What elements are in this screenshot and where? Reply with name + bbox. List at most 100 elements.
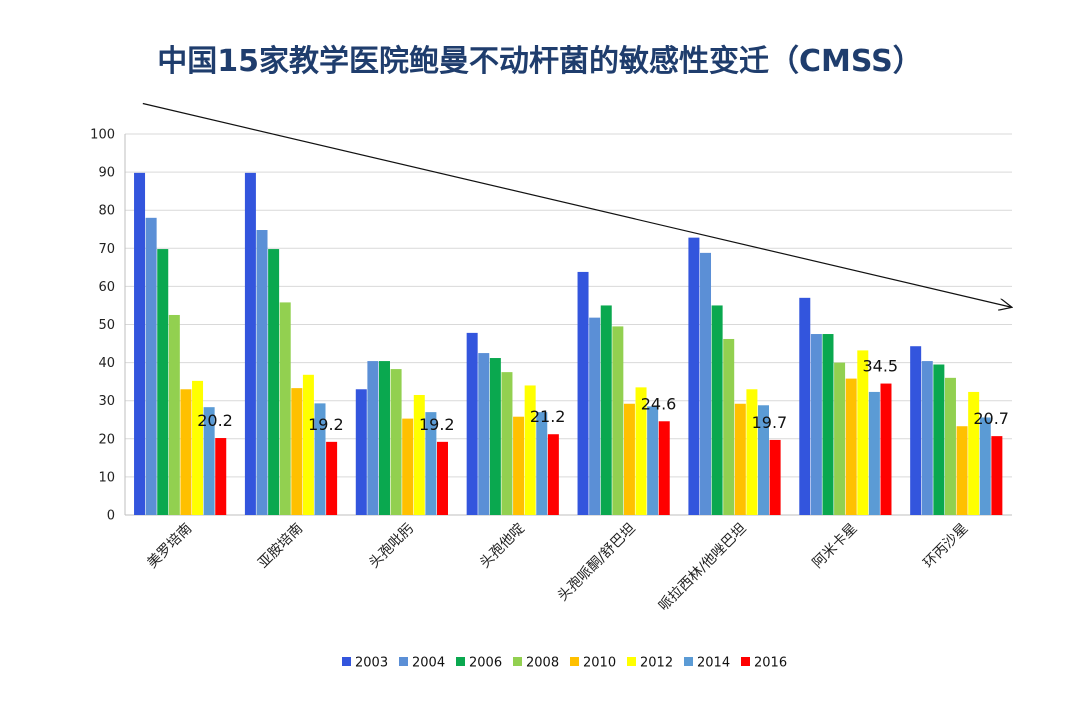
x-tick-label: 头孢他啶 [477,521,528,572]
x-tick-label: 头孢哌酮/舒巴坦 [554,520,639,605]
bar-2008-5 [612,326,624,515]
y-axis-tick-labels: 0 10 20 30 40 50 60 70 80 90 100 [90,128,115,524]
bar-2016-2 [326,441,338,515]
bar-2012-7 [857,350,869,515]
bar-2014-1 [203,407,215,515]
y-tick-label: 50 [98,318,115,333]
legend-swatch-2016 [741,657,750,666]
bar-2004-5 [589,317,601,515]
bar-2014-2 [314,403,326,515]
bar-2004-6 [700,252,712,515]
bar-2016-8 [991,436,1003,515]
bar-2012-1 [192,380,204,515]
legend-swatch-2004 [399,657,408,666]
y-tick-label: 70 [98,242,115,257]
data-labels: 20.2 19.2 19.2 21.2 24.6 19.7 34.5 20.7 [197,357,1009,434]
bar-2012-4 [524,385,536,515]
legend-label: 2003 [355,656,388,671]
bar-2003-5 [577,271,589,515]
y-tick-label: 10 [98,470,115,485]
bar-2006-7 [822,334,834,515]
bar-2016-1 [215,438,227,515]
bar-2004-8 [921,361,933,515]
legend-swatch-2006 [456,657,465,666]
bar-2004-7 [810,334,822,515]
bar-2003-4 [466,332,478,515]
x-tick-label: 环丙沙星 [920,521,971,572]
bar-2004-2 [256,230,268,515]
bar-2010-5 [623,403,635,515]
bar-2006-5 [600,305,612,515]
bar-2003-8 [910,346,922,515]
bar-2003-2 [244,172,256,515]
bar-2004-4 [478,353,490,515]
legend-label: 2006 [469,656,502,671]
bar-2006-6 [711,305,723,515]
y-tick-label: 40 [98,356,115,371]
legend-swatch-2014 [684,657,693,666]
bar-2014-8 [979,417,991,515]
x-tick-label: 亚胺培南 [255,521,306,572]
data-label: 24.6 [641,394,677,413]
bar-2014-7 [868,391,880,515]
bar-2003-7 [799,297,811,515]
bar-2006-3 [378,361,390,515]
bar-2012-5 [635,387,647,515]
legend-label: 2016 [754,656,787,671]
bar-2010-8 [956,426,968,515]
bar-2006-2 [268,249,280,515]
bar-2016-7 [880,383,892,515]
y-tick-label: 60 [98,280,115,295]
bar-2014-4 [536,412,548,515]
data-label: 20.2 [197,411,233,430]
x-axis-category-labels: 美罗培南 亚胺培南 头孢吡肟 头孢他啶 头孢哌酮/舒巴坦 哌拉西林/他唑巴坦 阿米卡星 环丙沙… [144,520,971,615]
bar-2008-1 [168,314,180,515]
x-tick-label: 阿米卡星 [810,521,861,572]
bar-2006-1 [157,249,169,515]
data-label: 34.5 [862,357,898,376]
legend-swatch-2003 [342,657,351,666]
bar-2006-4 [489,358,501,515]
bar-2012-3 [413,394,425,515]
bar-2016-3 [436,441,448,515]
bar-2010-7 [845,378,857,515]
bar-2003-3 [355,389,367,515]
data-label: 19.2 [308,415,344,434]
bar-2012-8 [968,391,980,515]
x-tick-label: 头孢吡肟 [366,521,417,572]
bar-2008-6 [723,338,735,515]
y-tick-label: 30 [98,394,115,409]
legend-label: 2010 [583,656,616,671]
bar-2010-6 [734,403,746,515]
y-tick-label: 80 [98,204,115,219]
bar-2016-4 [547,434,559,515]
bar-2014-6 [758,405,770,515]
legend-label: 2008 [526,656,559,671]
bar-2008-8 [944,377,956,515]
y-tick-label: 100 [90,128,115,143]
bar-2016-6 [769,439,781,515]
y-tick-label: 90 [98,166,115,181]
data-label: 19.2 [419,415,455,434]
bar-2010-2 [291,388,303,515]
legend-swatch-2010 [570,657,579,666]
bar-2010-1 [180,389,192,515]
bar-2008-2 [279,302,291,515]
bar-2012-2 [302,374,314,515]
legend-swatch-2012 [627,657,636,666]
legend-label: 2012 [640,656,673,671]
bar-2016-5 [658,421,670,515]
bar-2010-3 [402,418,414,515]
legend-swatch-2008 [513,657,522,666]
legend: 2003 2004 2006 2008 2010 2012 2014 2016 [342,656,787,671]
bar-2008-3 [390,369,402,515]
y-tick-label: 0 [107,509,115,524]
chart-title: 中国15家教学医院鲍曼不动杆菌的敏感性变迁（CMSS） [157,44,923,79]
data-label: 21.2 [530,407,566,426]
bar-2014-5 [647,406,659,515]
data-label: 20.7 [973,409,1009,428]
trend-arrow [142,102,1012,308]
bar-2006-8 [933,364,945,515]
bar-2004-3 [367,361,379,515]
